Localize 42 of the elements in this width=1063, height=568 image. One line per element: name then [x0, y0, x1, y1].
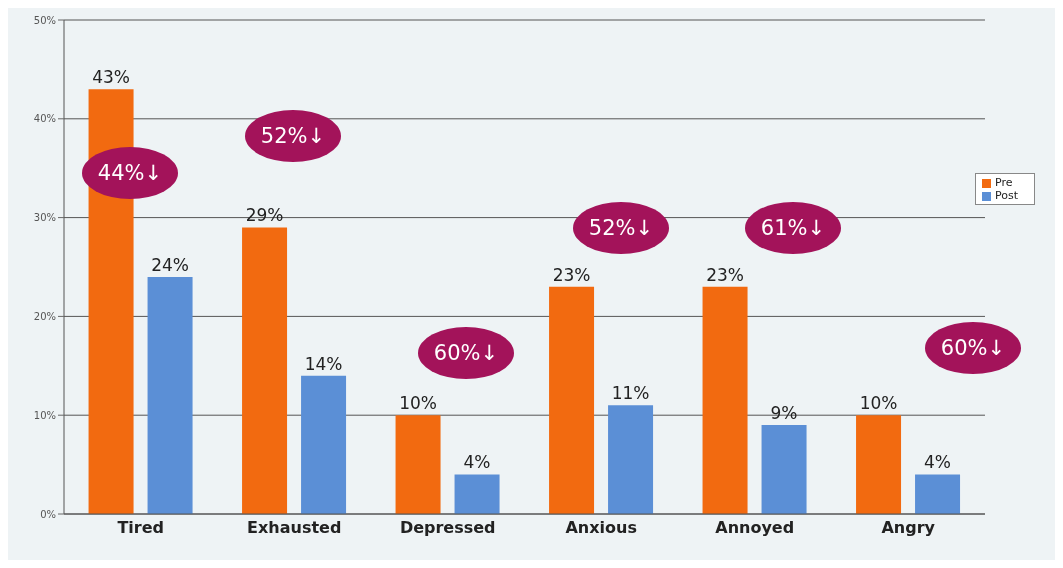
annotation: 60%↓ — [940, 336, 1006, 360]
annotation: 61%↓ — [760, 216, 826, 240]
data-label: 43% — [92, 67, 130, 88]
bar — [915, 474, 961, 514]
x-tick-label: Exhausted — [247, 518, 342, 538]
bar — [608, 405, 654, 514]
data-label: 24% — [151, 254, 189, 275]
data-label: 9% — [770, 403, 798, 424]
data-label: 10% — [859, 393, 898, 414]
legend-label: Post — [994, 189, 1018, 202]
legend-label: Pre — [994, 176, 1013, 189]
annotation: 44%↓ — [97, 161, 163, 185]
x-tick-label: Tired — [117, 518, 165, 538]
x-tick-label: Depressed — [399, 518, 496, 538]
data-label: 14% — [304, 353, 343, 374]
bar — [856, 415, 902, 514]
annotation: 52%↓ — [260, 124, 326, 148]
x-tick-label: Angry — [881, 518, 936, 538]
bar — [301, 375, 347, 514]
bar — [395, 415, 441, 514]
data-label: 11% — [611, 383, 650, 404]
y-tick-label: 40% — [33, 113, 56, 125]
x-tick-label: Anxious — [565, 518, 637, 538]
annotation: 52%↓ — [588, 216, 654, 240]
y-tick-label: 50% — [33, 14, 56, 26]
data-label: 23% — [552, 264, 591, 285]
data-label: 4% — [463, 452, 491, 473]
data-label: 4% — [924, 452, 952, 473]
bar — [147, 276, 193, 514]
bar — [454, 474, 500, 514]
y-tick-label: 30% — [33, 212, 56, 224]
bar — [242, 227, 288, 514]
y-tick-label: 20% — [33, 310, 56, 322]
bar — [761, 425, 807, 514]
bar — [702, 286, 748, 514]
y-tick-label: 10% — [33, 409, 56, 421]
x-tick-label: Annoyed — [715, 518, 795, 538]
y-tick-label: 0% — [40, 508, 56, 520]
annotation: 60%↓ — [433, 341, 499, 365]
data-label: 10% — [399, 393, 437, 414]
data-label: 23% — [706, 264, 744, 285]
bar — [549, 286, 595, 514]
